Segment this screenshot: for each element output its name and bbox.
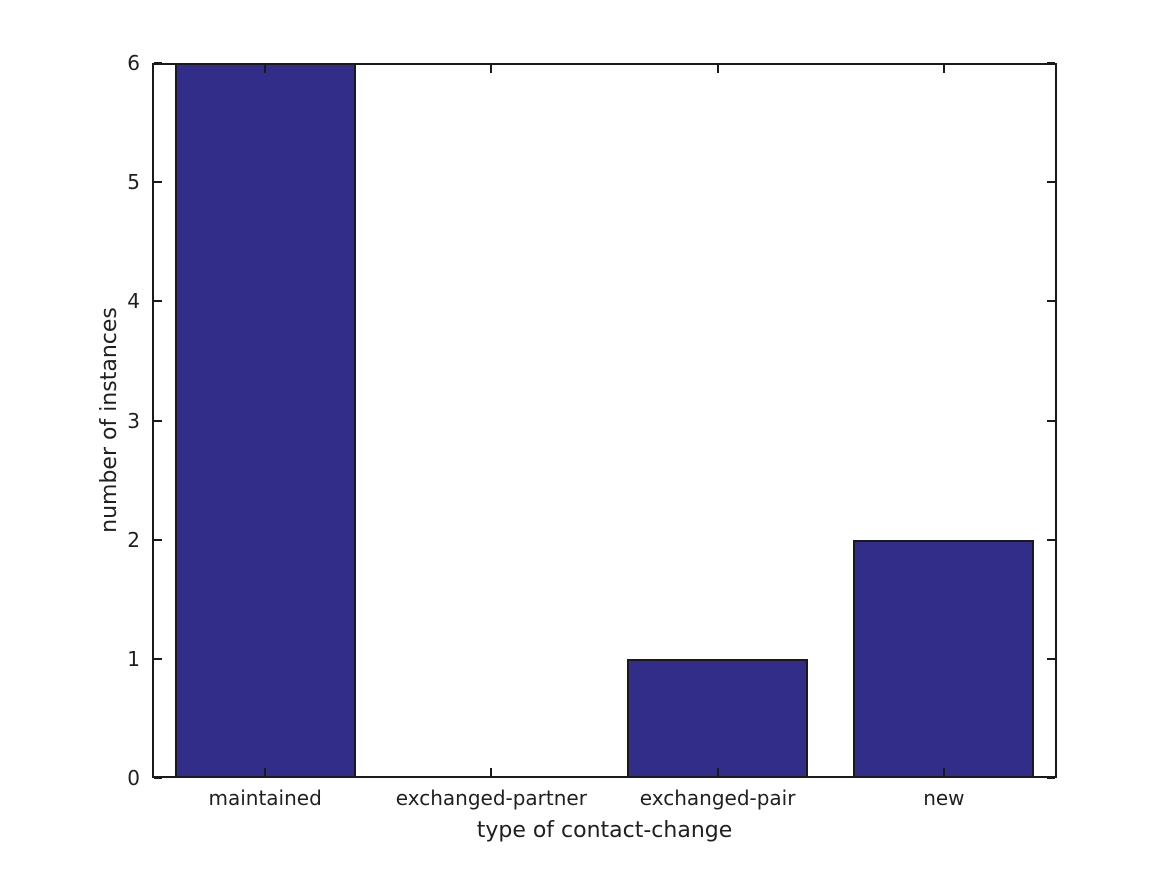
tick-mark: [264, 65, 267, 73]
tick-mark: [154, 419, 162, 422]
tick-mark: [1047, 62, 1055, 64]
bar-exchanged-pair: [627, 658, 809, 778]
tick-mark: [942, 768, 945, 776]
x-axis-label: type of contact-change: [476, 818, 733, 843]
tick-mark: [716, 65, 719, 73]
tick-mark: [154, 538, 162, 541]
tick-mark: [1047, 657, 1055, 660]
y-tick-label: 1: [127, 646, 140, 671]
tick-mark: [154, 300, 162, 303]
x-tick-label: maintained: [208, 786, 322, 810]
tick-mark: [1047, 538, 1055, 541]
y-tick-label: 5: [127, 170, 140, 195]
tick-mark: [154, 657, 162, 660]
tick-mark: [942, 65, 945, 73]
tick-mark: [1047, 419, 1055, 422]
tick-mark: [154, 181, 162, 184]
tick-mark: [490, 768, 493, 776]
x-tick-label: exchanged-pair: [639, 786, 796, 810]
tick-mark: [1047, 777, 1055, 779]
tick-mark: [154, 777, 162, 779]
y-tick-label: 4: [127, 289, 140, 314]
x-tick-label: exchanged-partner: [395, 786, 587, 810]
tick-mark: [716, 768, 719, 776]
y-tick-label: 6: [127, 51, 140, 75]
y-axis-label: number of instances: [97, 307, 122, 533]
tick-mark: [264, 768, 267, 776]
tick-mark: [490, 65, 493, 73]
tick-mark: [1047, 300, 1055, 303]
tick-mark: [1047, 181, 1055, 184]
x-tick-label: new: [923, 786, 965, 810]
tick-mark: [154, 62, 162, 64]
bar-maintained: [174, 63, 356, 778]
y-tick-label: 2: [127, 527, 140, 552]
y-tick-label: 3: [127, 408, 140, 433]
bar-new: [853, 539, 1035, 778]
y-tick-label: 0: [127, 766, 140, 790]
